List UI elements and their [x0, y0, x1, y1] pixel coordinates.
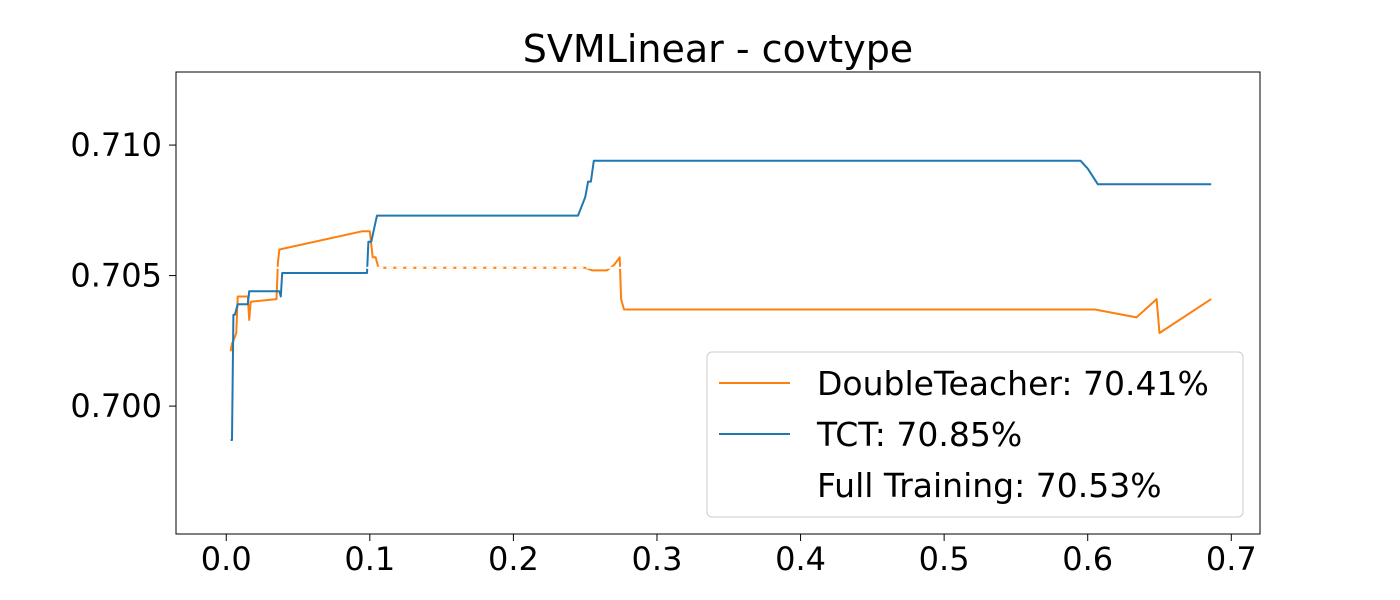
axis-ticks: 0.0 0.1 0.2 0.3 0.4 0.5 0.6 0.7 0.700 0.705 0.710	[70, 126, 1256, 578]
x-tick-label: 0.6	[1062, 540, 1113, 578]
legend-label: Full Training: 70.53%	[817, 466, 1162, 505]
x-tick-label: 0.7	[1206, 540, 1257, 578]
plot-frame	[175, 71, 1261, 535]
x-tick-label: 0.0	[201, 540, 252, 578]
legend-box	[706, 351, 1244, 518]
y-tick-label: 0.700	[70, 387, 162, 425]
plot-area	[226, 159, 1212, 441]
x-tick-label: 0.5	[919, 540, 970, 578]
series-line-1	[230, 159, 1212, 441]
x-tick-label: 0.1	[344, 540, 395, 578]
x-tick-label: 0.3	[632, 540, 683, 578]
y-tick-label: 0.710	[70, 126, 162, 164]
chart-title: SVMLinear - covtype	[523, 27, 913, 71]
legend-label: DoubleTeacher: 70.41%	[817, 364, 1209, 403]
x-tick-label: 0.4	[775, 540, 826, 578]
y-tick-label: 0.705	[70, 257, 162, 295]
series-line-0	[229, 230, 1212, 352]
x-tick-label: 0.2	[488, 540, 539, 578]
legend-label: TCT: 70.85%	[816, 415, 1022, 454]
legend: DoubleTeacher: 70.41% TCT: 70.85% Full Tra…	[706, 351, 1244, 518]
